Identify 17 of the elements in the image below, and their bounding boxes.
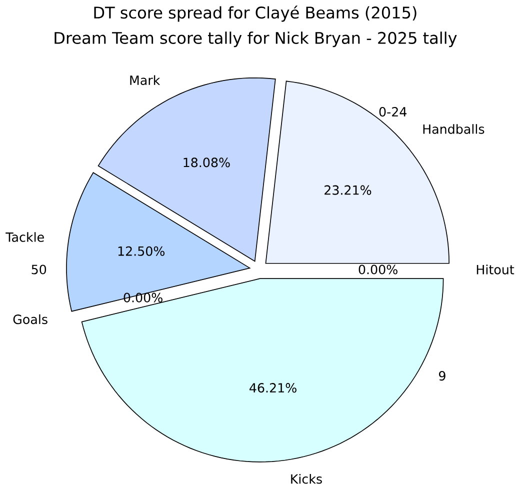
data-label: 23.21%: [324, 185, 372, 195]
text: 9: [439, 370, 446, 380]
text: DT score spread for Clayé Beams (2015): [94, 5, 416, 22]
slice-label: Kicks: [291, 474, 322, 484]
text: 0.00%: [358, 264, 398, 274]
data-label: 46.21%: [250, 382, 296, 392]
text: 0-24: [379, 106, 406, 116]
slice-label: Handballs: [423, 124, 484, 134]
category-label: Hitout: [476, 264, 514, 274]
chart-title: Dream Team score tally for Nick Bryan - 2025 tally: [54, 31, 457, 47]
slice-label: Tackle: [6, 232, 44, 242]
text: 50: [32, 264, 46, 274]
text: 0.00%: [124, 292, 162, 302]
data-label: 18.08%: [184, 157, 230, 168]
category-label: Goals: [13, 314, 48, 324]
slice-label: Mark: [130, 75, 160, 85]
data-label: 12.50%: [118, 246, 165, 256]
